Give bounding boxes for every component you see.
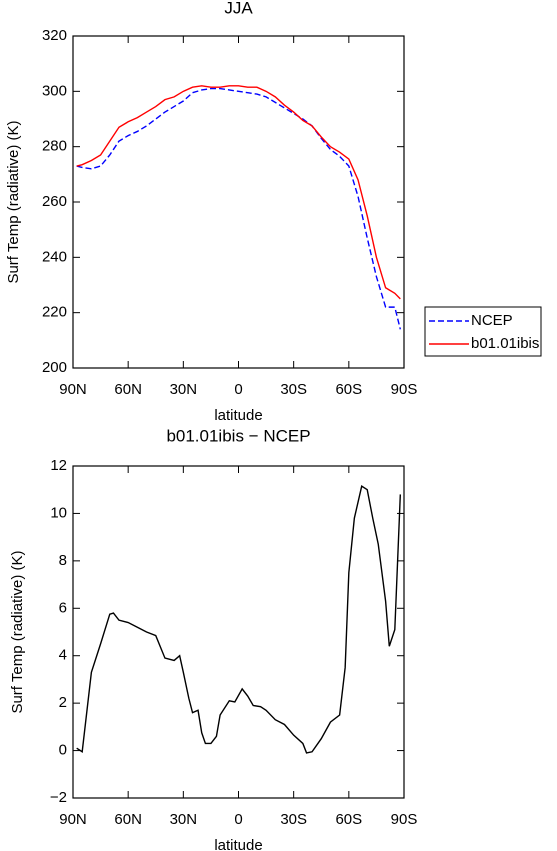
chart-title: JJA [224,0,253,17]
x-tick-label: 90S [391,381,418,398]
x-tick-label: 90N [59,381,87,398]
y-axis-label: Surf Temp (radiative) (K) [5,120,22,283]
x-tick-label: 60S [335,381,362,398]
legend-box [424,306,542,357]
x-tick-label: 60S [335,811,362,828]
x-tick-label: 0 [234,381,242,398]
y-tick-label: 220 [42,304,67,321]
y-axis-label: Surf Temp (radiative) (K) [9,550,26,713]
y-tick-label: −2 [50,789,67,806]
y-tick-label: 12 [50,457,67,474]
y-tick-label: 280 [42,138,67,155]
y-tick-label: 4 [59,647,67,664]
y-tick-label: 320 [42,27,67,44]
legend-label: b01.01ibis [471,335,539,352]
plot-frame [72,465,405,799]
x-tick-label: 90N [59,811,87,828]
x-axis-label: latitude [214,837,262,851]
data-line [76,85,401,300]
y-tick-label: 300 [42,82,67,99]
y-tick-label: 240 [42,248,67,265]
y-tick-label: 260 [42,193,67,210]
y-tick-label: 8 [59,552,67,569]
data-line [76,87,401,330]
x-tick-label: 90S [391,811,418,828]
x-tick-label: 30N [170,811,198,828]
y-tick-label: 6 [59,599,67,616]
y-tick-label: 200 [42,359,67,376]
x-tick-label: 30N [170,381,198,398]
y-tick-label: 10 [50,504,67,521]
x-tick-label: 30S [280,381,307,398]
plot-frame [72,35,405,369]
y-tick-label: 0 [59,742,67,759]
data-line [76,485,402,754]
x-tick-label: 60N [114,381,142,398]
x-tick-label: 0 [234,811,242,828]
legend-label: NCEP [471,312,513,329]
x-tick-label: 30S [280,811,307,828]
x-axis-label: latitude [214,407,262,424]
chart-title: b01.01ibis − NCEP [166,426,310,445]
y-tick-label: 2 [59,694,67,711]
x-tick-label: 60N [114,811,142,828]
